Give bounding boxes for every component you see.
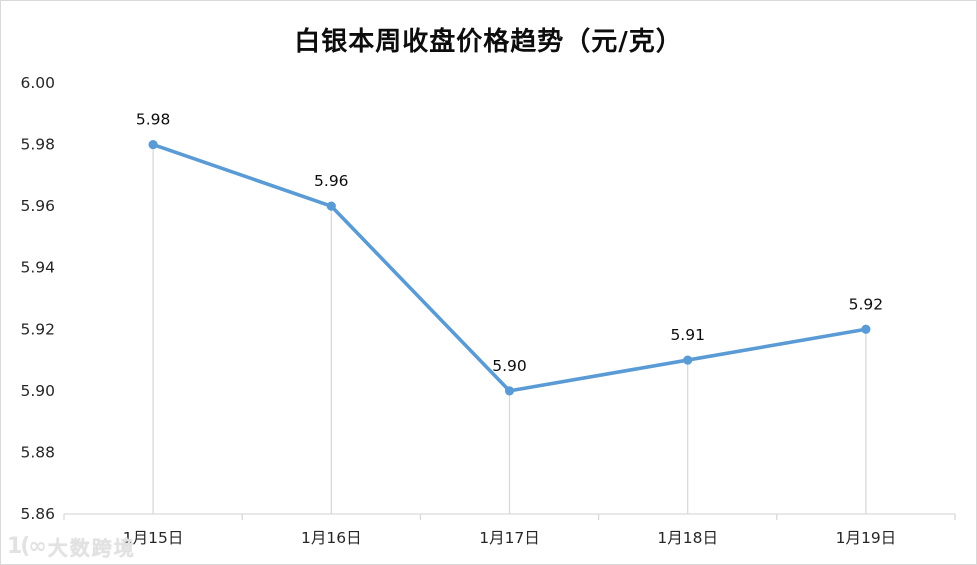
data-point-label: 5.96 xyxy=(314,172,349,190)
x-axis-tick-label: 1月16日 xyxy=(301,529,362,547)
y-axis-tick-label: 5.94 xyxy=(20,259,55,277)
data-point-marker xyxy=(148,139,158,150)
trend-line xyxy=(151,142,868,393)
data-point-marker xyxy=(683,355,693,365)
data-point-marker xyxy=(861,324,871,334)
x-axis-tick-label: 1月15日 xyxy=(123,529,184,547)
data-point-marker xyxy=(504,386,515,396)
x-axis-tick-label: 1月19日 xyxy=(836,529,897,547)
chart-title: 白银本周收盘价格趋势（元/克） xyxy=(294,27,683,57)
y-axis-tick-label: 5.88 xyxy=(20,443,55,461)
data-point-marker xyxy=(326,201,336,211)
watermark: 1(∞ 大数跨境 xyxy=(7,532,136,561)
x-axis-tick-label: 1月18日 xyxy=(657,529,718,547)
watermark-logo-icon: 1(∞ xyxy=(7,534,47,559)
data-point-label: 5.98 xyxy=(136,111,171,129)
y-axis-tick-label: 5.96 xyxy=(20,197,55,215)
y-axis-tick-label: 5.90 xyxy=(20,382,55,400)
y-axis-tick-label: 5.98 xyxy=(20,136,55,154)
data-point-label: 5.92 xyxy=(849,295,884,313)
y-axis-tick-label: 6.00 xyxy=(20,74,55,92)
watermark-text: 大数跨境 xyxy=(47,536,136,560)
y-axis-tick-label: 5.92 xyxy=(20,320,55,338)
x-axis-tick-label: 1月17日 xyxy=(479,529,540,547)
y-axis-tick-label: 5.86 xyxy=(20,505,55,523)
data-point-label: 5.91 xyxy=(670,326,705,344)
data-point-label: 5.90 xyxy=(492,357,527,375)
